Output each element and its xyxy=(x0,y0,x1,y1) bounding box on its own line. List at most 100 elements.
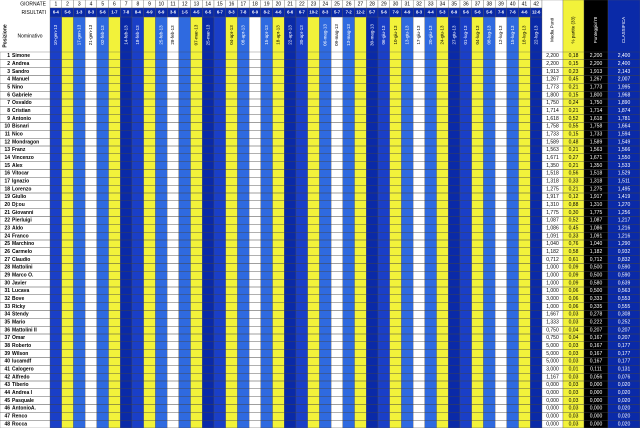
stat-value: 1,518 xyxy=(546,171,559,177)
stat-value: 1,750 xyxy=(546,100,559,106)
stat-value: 1,350 xyxy=(590,163,603,169)
stat-label: CLASSIFICA xyxy=(621,17,626,43)
stat-value: 0,000 xyxy=(590,382,603,388)
match-date: 07-mar-13 xyxy=(194,24,199,45)
rank: 26 xyxy=(4,249,10,255)
rank: 5 xyxy=(7,85,10,91)
match-date: 21-gen-13 xyxy=(88,24,93,45)
stat-value: 1,758 xyxy=(590,124,603,130)
match-date: 08-lug-13 xyxy=(486,25,491,45)
stat-value: 1,671 xyxy=(590,155,603,161)
stat-value: 5,000 xyxy=(546,351,559,357)
column-band xyxy=(131,16,144,428)
stat-value: 1,913 xyxy=(546,69,559,75)
stat-value: 0,52 xyxy=(569,218,579,224)
stat-label: Punteggio/78 xyxy=(593,16,598,43)
stat-value: 0,24 xyxy=(569,100,579,106)
giornata-number: 14 xyxy=(205,1,211,7)
stat-value: 0,177 xyxy=(618,359,631,365)
giornata-number: 22 xyxy=(299,1,305,7)
match-date: 06-mag-13 xyxy=(322,24,327,46)
column-band xyxy=(319,16,332,428)
rank: 38 xyxy=(4,343,10,349)
result: 4-6 xyxy=(275,10,282,15)
giornata-number: 6 xyxy=(113,1,116,7)
stat-value: 1,917 xyxy=(590,194,603,200)
nominativo-label: Nominativo xyxy=(17,33,42,39)
stat-value: 1,000 xyxy=(546,273,559,279)
rank: 28 xyxy=(4,265,10,271)
column-band xyxy=(284,16,297,428)
giornata-number: 42 xyxy=(533,1,539,7)
rank: 13 xyxy=(4,147,10,153)
stat-value: 0,03 xyxy=(569,382,579,388)
stat-value: 1,917 xyxy=(546,194,559,200)
result: 6-6 xyxy=(287,10,294,15)
giornata-number: 2 xyxy=(66,1,69,7)
match-date: 10-giu-13 xyxy=(393,25,398,45)
result: 7-2 xyxy=(346,10,353,15)
stat-value: 0,500 xyxy=(590,265,603,271)
giornata-number: 24 xyxy=(323,1,329,7)
rank: 27 xyxy=(4,257,10,263)
result: 7-6 xyxy=(510,10,517,15)
stat-value: 1,182 xyxy=(590,249,603,255)
column-band xyxy=(494,16,508,428)
stat-value: 0,18 xyxy=(569,53,579,59)
stat-value: 1,618 xyxy=(546,116,559,122)
player-name: Mattolini II xyxy=(12,327,37,333)
posizione-label: Posizione xyxy=(2,24,8,48)
column-band xyxy=(108,16,121,428)
rank: 37 xyxy=(4,335,10,341)
stat-value: 0,750 xyxy=(546,335,559,341)
stat-value: 0,06 xyxy=(569,296,579,302)
stat-value: 2,143 xyxy=(618,69,631,75)
player-name: Ricky xyxy=(12,304,26,310)
stat-value: 0,03 xyxy=(569,414,579,420)
rank: 47 xyxy=(4,414,10,420)
rank: 3 xyxy=(7,69,10,75)
giornata-number: 28 xyxy=(369,1,375,7)
stat-value: 0,000 xyxy=(546,382,559,388)
stat-value: 0,333 xyxy=(590,296,603,302)
stat-value: 0,03 xyxy=(569,398,579,404)
stat-value: 0,56 xyxy=(569,171,579,177)
column-band xyxy=(389,16,402,428)
stat-value: 1,775 xyxy=(546,210,559,216)
player-name: Vitocar xyxy=(12,171,29,177)
stat-value: 1,086 xyxy=(546,226,559,232)
column-band xyxy=(120,16,133,428)
stat-value: 0,252 xyxy=(618,320,631,326)
player-name: Ignazio xyxy=(12,179,29,185)
stat-value: 0,000 xyxy=(590,406,603,412)
stat-value: 0,076 xyxy=(618,374,631,380)
stat-value: 0,61 xyxy=(569,257,579,263)
giornata-number: 1 xyxy=(54,1,57,7)
rank: 29 xyxy=(4,273,10,279)
stat-value: 0,55 xyxy=(569,124,579,130)
column-band xyxy=(178,16,191,428)
player-name: Cristian xyxy=(12,108,31,114)
giornata-number: 39 xyxy=(498,1,504,7)
stat-value: 0,000 xyxy=(590,421,603,427)
stat-value: 0,000 xyxy=(546,390,559,396)
match-date: 17-giu-13 xyxy=(416,25,421,45)
match-date: 02-feb-13 xyxy=(100,25,105,45)
result: 5-7 xyxy=(369,10,376,15)
stat-value: 1,267 xyxy=(590,77,603,83)
column-band xyxy=(401,16,414,428)
result: 6-9 xyxy=(252,10,259,15)
column-band xyxy=(471,16,484,428)
result: 6-4 xyxy=(53,10,60,15)
giornate-label: GIORNATE xyxy=(20,1,46,7)
result: 4-5 xyxy=(193,10,200,15)
stat-value: 1,318 xyxy=(590,179,603,185)
stat-value: 1,267 xyxy=(546,77,559,83)
rank: 23 xyxy=(4,226,10,232)
column-band xyxy=(459,16,472,428)
result: 4-9 xyxy=(147,10,154,15)
stat-value: 0,932 xyxy=(618,249,631,255)
stat-value: 2,400 xyxy=(618,61,631,67)
stat-value: 0,03 xyxy=(569,390,579,396)
stat-value: 0,21 xyxy=(569,85,579,91)
